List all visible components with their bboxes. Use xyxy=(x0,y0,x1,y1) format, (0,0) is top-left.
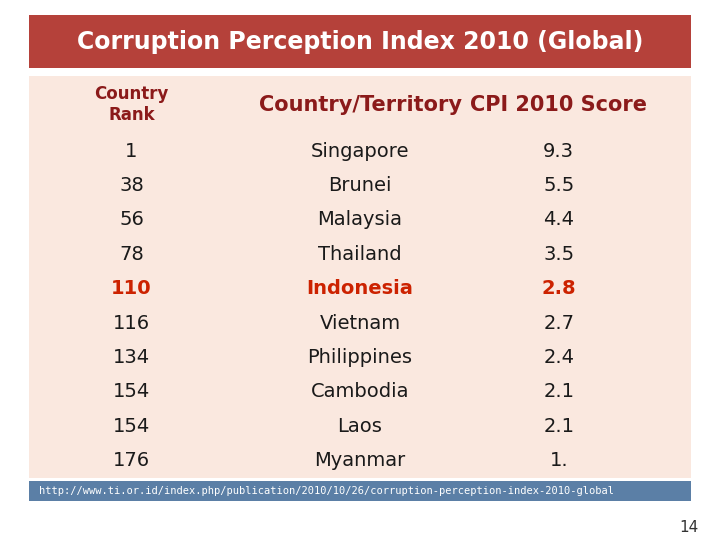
Text: 2.7: 2.7 xyxy=(543,314,575,333)
Text: 1.: 1. xyxy=(549,451,568,470)
Text: 2.8: 2.8 xyxy=(541,279,576,298)
Text: Brunei: Brunei xyxy=(328,176,392,195)
Text: 110: 110 xyxy=(111,279,152,298)
Text: 3.5: 3.5 xyxy=(543,245,575,264)
Text: 2.4: 2.4 xyxy=(543,348,575,367)
FancyBboxPatch shape xyxy=(25,73,695,480)
Text: Country/Territory: Country/Territory xyxy=(258,94,462,115)
Text: Country
Rank: Country Rank xyxy=(94,85,168,124)
Text: http://www.ti.or.id/index.php/publication/2010/10/26/corruption-perception-index: http://www.ti.or.id/index.php/publicatio… xyxy=(39,486,613,496)
Text: Corruption Perception Index 2010 (Global): Corruption Perception Index 2010 (Global… xyxy=(77,30,643,53)
Text: 2.1: 2.1 xyxy=(543,417,575,436)
Text: Vietnam: Vietnam xyxy=(320,314,400,333)
Text: 5.5: 5.5 xyxy=(543,176,575,195)
Text: Myanmar: Myanmar xyxy=(315,451,405,470)
Text: 134: 134 xyxy=(113,348,150,367)
Text: Singapore: Singapore xyxy=(311,141,409,160)
Text: 38: 38 xyxy=(119,176,144,195)
Text: Indonesia: Indonesia xyxy=(307,279,413,298)
Text: 154: 154 xyxy=(113,417,150,436)
Text: 14: 14 xyxy=(679,519,698,535)
Text: 4.4: 4.4 xyxy=(543,211,575,229)
Text: 2.1: 2.1 xyxy=(543,382,575,401)
Text: 1: 1 xyxy=(125,141,138,160)
Text: Thailand: Thailand xyxy=(318,245,402,264)
Text: Laos: Laos xyxy=(338,417,382,436)
Text: 176: 176 xyxy=(113,451,150,470)
Text: Malaysia: Malaysia xyxy=(318,211,402,229)
Text: Philippines: Philippines xyxy=(307,348,413,367)
Text: 56: 56 xyxy=(119,211,144,229)
Text: 154: 154 xyxy=(113,382,150,401)
Text: CPI 2010 Score: CPI 2010 Score xyxy=(470,94,647,115)
Text: 116: 116 xyxy=(113,314,150,333)
Text: 78: 78 xyxy=(119,245,144,264)
Text: Cambodia: Cambodia xyxy=(311,382,409,401)
Text: 9.3: 9.3 xyxy=(543,141,575,160)
